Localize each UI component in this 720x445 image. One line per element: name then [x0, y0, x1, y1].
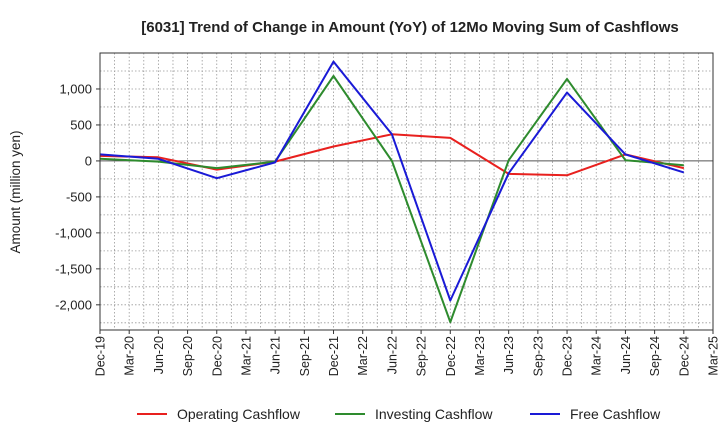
x-tick-label: Mar-25 — [707, 336, 720, 376]
x-tick-label: Mar-21 — [239, 336, 253, 376]
y-tick-label: 500 — [70, 117, 92, 132]
x-ticks: Dec-19 Mar-20 Jun-20 Sep-20 Dec-20 Mar-21 Jun-… — [94, 330, 720, 376]
y-tick-label: -1,000 — [55, 225, 92, 240]
chart-title: [6031] Trend of Change in Amount (YoY) o… — [141, 19, 679, 36]
grid — [100, 53, 713, 330]
x-tick-label: Dec-21 — [327, 336, 341, 376]
x-tick-label: Mar-23 — [473, 336, 487, 376]
x-tick-label: Jun-24 — [619, 336, 633, 374]
x-tick-label: Sep-20 — [181, 336, 195, 376]
y-tick-label: 1,000 — [59, 81, 92, 96]
x-tick-label: Jun-23 — [502, 336, 516, 374]
x-tick-label: Jun-22 — [385, 336, 399, 374]
x-tick-label: Sep-22 — [415, 336, 429, 376]
y-ticks: 1,000 500 0 -500 -1,000 -1,500 -2,000 — [55, 81, 100, 312]
x-tick-label: Jun-21 — [269, 336, 283, 374]
x-tick-label: Sep-21 — [298, 336, 312, 376]
x-tick-label: Mar-24 — [590, 336, 604, 376]
y-axis-label: Amount (million yen) — [8, 130, 23, 253]
x-tick-label: Mar-22 — [356, 336, 370, 376]
legend-label: Operating Cashflow — [177, 406, 301, 422]
x-tick-label: Dec-22 — [444, 336, 458, 376]
series-lines — [100, 62, 684, 323]
x-tick-label: Jun-20 — [152, 336, 166, 374]
x-tick-label: Dec-24 — [677, 336, 691, 376]
x-tick-label: Dec-20 — [210, 336, 224, 376]
y-tick-label: -2,000 — [55, 297, 92, 312]
x-tick-label: Dec-19 — [94, 336, 108, 376]
x-tick-label: Mar-20 — [123, 336, 137, 376]
x-tick-label: Dec-23 — [561, 336, 575, 376]
legend: Operating Cashflow Investing Cashflow Free… — [137, 406, 661, 422]
x-tick-label: Sep-24 — [648, 336, 662, 376]
series-line-free-cashflow — [100, 62, 684, 301]
y-tick-label: -500 — [66, 189, 92, 204]
y-tick-label: -1,500 — [55, 261, 92, 276]
x-tick-label: Sep-23 — [531, 336, 545, 376]
legend-label: Investing Cashflow — [375, 406, 493, 422]
y-tick-label: 0 — [85, 153, 92, 168]
legend-label: Free Cashflow — [570, 406, 661, 422]
